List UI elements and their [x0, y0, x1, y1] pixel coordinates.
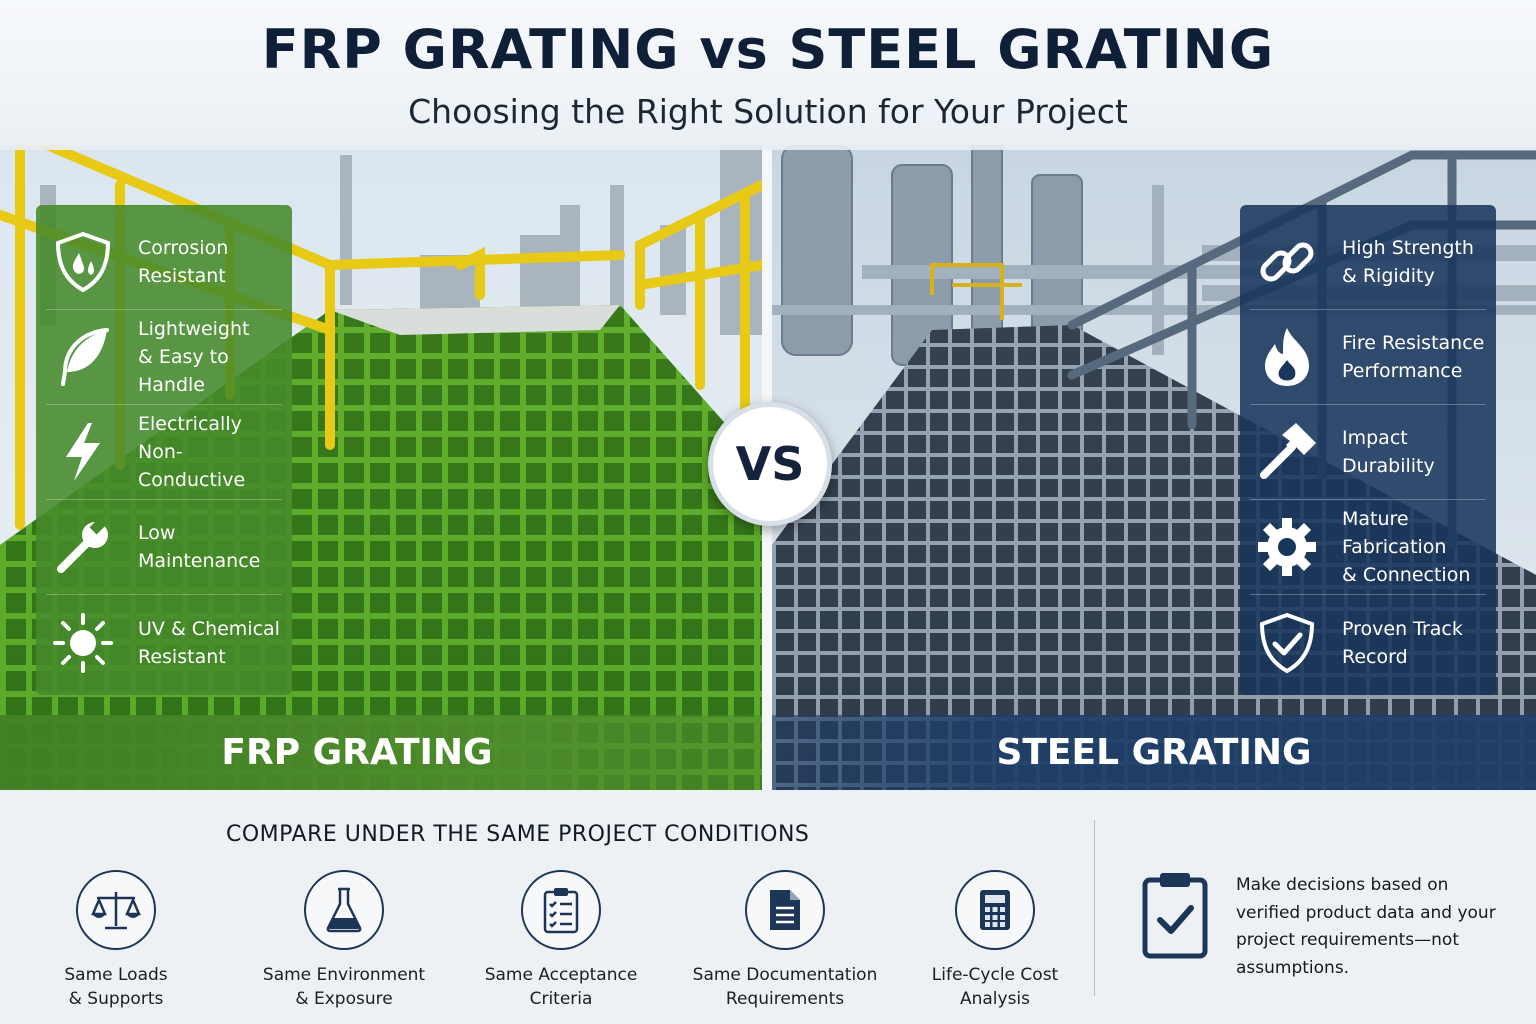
frp-feature-label: UV & Chemical Resistant: [138, 617, 280, 668]
condition-label: Life-Cycle Cost Analysis: [931, 965, 1059, 1009]
steel-feature-fire: Fire Resistance Performance: [1250, 310, 1486, 405]
steel-feature-impact: Impact Durability: [1250, 405, 1486, 500]
frp-feature-label: Lightweight & Easy to Handle: [138, 318, 250, 396]
document-icon: [745, 870, 825, 950]
feather-icon: [46, 320, 120, 394]
flame-icon: [1250, 320, 1324, 394]
steel-feature-label: Fire Resistance Performance: [1342, 332, 1485, 382]
frp-banner: FRP GRATING: [0, 715, 762, 790]
frp-feature-nonconductive: Electrically Non-Conductive: [46, 405, 282, 500]
decision-note: Make decisions based on verified product…: [1236, 875, 1496, 978]
steel-feature-strength: High Strength & Rigidity: [1250, 215, 1486, 310]
frp-features-panel: Corrosion Resistant Lightweight & Easy t…: [36, 205, 292, 695]
shield-drop-icon: [46, 225, 120, 299]
comparison-conditions-section: COMPARE UNDER THE SAME PROJECT CONDITION…: [0, 790, 1536, 1024]
frp-feature-maintenance: Low Maintenance: [46, 500, 282, 595]
condition-environment: Same Environment & Exposure: [244, 870, 444, 1011]
flask-icon: [304, 870, 384, 950]
condition-label: Same Acceptance Criteria: [484, 965, 638, 1009]
steel-features-panel: High Strength & Rigidity Fire Resistance…: [1240, 205, 1496, 695]
lightning-icon: [46, 415, 120, 489]
hammer-icon: [1250, 415, 1324, 489]
vs-badge: VS: [708, 402, 832, 526]
checklist-icon: [521, 870, 601, 950]
condition-label: Same Loads & Supports: [64, 965, 168, 1009]
shield-check-icon: [1250, 606, 1324, 680]
page-subtitle: Choosing the Right Solution for Your Pro…: [408, 92, 1128, 131]
wrench-icon: [46, 510, 120, 584]
condition-documentation: Same Documentation Requirements: [685, 870, 885, 1011]
conditions-title: COMPARE UNDER THE SAME PROJECT CONDITION…: [226, 822, 810, 847]
condition-label: Same Environment & Exposure: [262, 965, 426, 1009]
steel-feature-fabrication: Mature Fabrication & Connection: [1250, 500, 1486, 595]
frp-feature-label: Corrosion Resistant: [138, 237, 229, 287]
steel-feature-label: Impact Durability: [1342, 427, 1435, 477]
sun-icon: [46, 606, 120, 680]
condition-life-cycle-cost: Life-Cycle Cost Analysis: [895, 870, 1095, 1011]
scales-icon: [76, 870, 156, 950]
frp-feature-label: Electrically Non-Conductive: [138, 413, 246, 491]
frp-feature-lightweight: Lightweight & Easy to Handle: [46, 310, 282, 405]
calculator-icon: [955, 870, 1035, 950]
gear-icon: [1250, 510, 1324, 584]
header: FRP GRATING vs STEEL GRATING Choosing th…: [0, 0, 1536, 150]
condition-acceptance: Same Acceptance Criteria: [461, 870, 661, 1011]
frp-feature-label: Low Maintenance: [138, 522, 261, 572]
steel-feature-track-record: Proven Track Record: [1250, 595, 1486, 690]
condition-label: Same Documentation Requirements: [692, 965, 878, 1009]
steel-feature-label: Mature Fabrication & Connection: [1342, 508, 1471, 586]
chain-link-icon: [1250, 225, 1324, 299]
steel-feature-label: Proven Track Record: [1342, 617, 1463, 668]
frp-feature-corrosion: Corrosion Resistant: [46, 215, 282, 310]
condition-loads: Same Loads & Supports: [16, 870, 216, 1011]
section-divider: [1094, 820, 1095, 996]
steel-banner: STEEL GRATING: [772, 715, 1536, 790]
frp-feature-uv-chemical: UV & Chemical Resistant: [46, 595, 282, 690]
steel-feature-label: High Strength & Rigidity: [1342, 237, 1474, 287]
page-title: FRP GRATING vs STEEL GRATING: [261, 18, 1275, 81]
clipboard-check-icon: [1140, 870, 1210, 960]
